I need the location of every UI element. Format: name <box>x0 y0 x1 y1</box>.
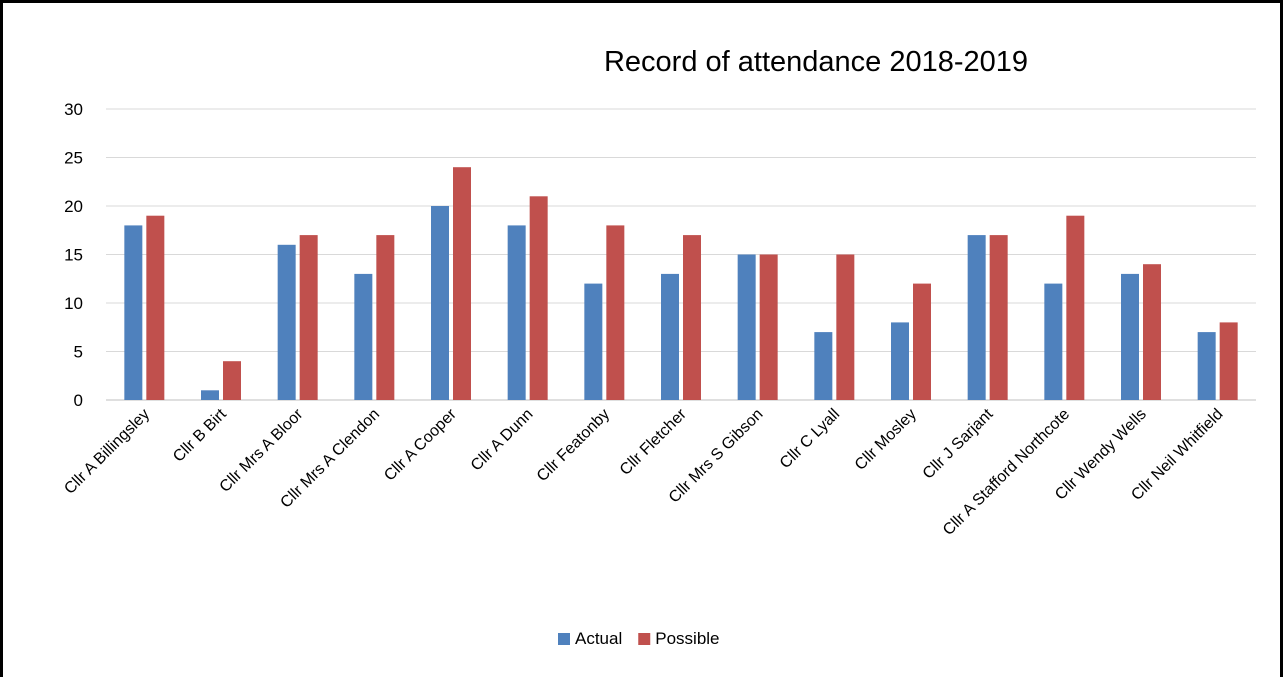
bar-possible-11 <box>989 235 1008 400</box>
bar-possible-13 <box>1143 264 1161 400</box>
x-category-label: Cllr B Birt <box>170 405 230 465</box>
x-category-label: Cllr C Lyall <box>777 406 843 472</box>
bar-possible-8 <box>759 254 778 400</box>
bar-actual-11 <box>967 235 986 400</box>
x-category-label: Cllr Mosley <box>852 406 920 474</box>
bar-actual-6 <box>584 283 603 400</box>
x-category-label: Cllr J Sarjant <box>920 405 997 482</box>
x-category-label: Cllr A Dunn <box>468 406 537 475</box>
x-category-label: Cllr Featonby <box>534 406 613 485</box>
y-axis-ticks: 0 5 10 15 20 25 30 <box>64 100 83 410</box>
bar-actual-13 <box>1121 273 1139 400</box>
bar-actual-14 <box>1197 332 1216 400</box>
x-category-label: Cllr A Billingsley <box>61 406 153 498</box>
bar-possible-1 <box>223 361 241 400</box>
bar-possible-4 <box>453 167 471 400</box>
bar-possible-14 <box>1219 322 1238 400</box>
bar-possible-3 <box>376 235 395 400</box>
bar-actual-3 <box>354 273 373 400</box>
y-tick-label: 15 <box>64 246 83 265</box>
y-tick-label: 20 <box>64 197 83 216</box>
y-tick-label: 10 <box>64 294 83 313</box>
bar-possible-10 <box>913 283 931 400</box>
bar-possible-5 <box>529 196 548 400</box>
bar-possible-7 <box>683 235 701 400</box>
bar-actual-5 <box>507 225 526 400</box>
bar-actual-10 <box>891 322 909 400</box>
x-category-label: Cllr Fletcher <box>617 405 690 478</box>
chart-title: Record of attendance 2018-2019 <box>604 46 1028 78</box>
y-tick-label: 25 <box>64 149 83 168</box>
bar-actual-0 <box>124 225 143 400</box>
legend-label-possible: Possible <box>655 629 719 648</box>
bar-possible-2 <box>299 235 318 400</box>
x-category-label: Cllr A Stafford Northcote <box>940 406 1073 539</box>
bar-possible-9 <box>836 254 855 400</box>
bar-actual-1 <box>201 390 219 400</box>
legend-label-actual: Actual <box>575 629 622 648</box>
y-tick-label: 5 <box>74 343 83 362</box>
y-tick-label: 30 <box>64 100 83 119</box>
bar-possible-12 <box>1066 215 1085 400</box>
y-tick-label: 0 <box>74 391 83 410</box>
bar-actual-2 <box>277 244 296 400</box>
bar-possible-6 <box>606 225 625 400</box>
x-category-label: Cllr A Cooper <box>381 405 460 484</box>
gridlines <box>106 108 1256 401</box>
bar-actual-7 <box>661 273 679 400</box>
legend: Actual Possible <box>558 629 720 648</box>
legend-swatch-actual <box>558 633 570 645</box>
bar-actual-4 <box>431 206 449 400</box>
bar-actual-9 <box>814 332 833 400</box>
bar-actual-12 <box>1044 283 1063 400</box>
bars <box>124 167 1238 400</box>
legend-swatch-possible <box>638 633 651 645</box>
bar-actual-8 <box>737 254 756 400</box>
bar-chart: Record of attendance 2018-2019 0 5 10 15 20 2… <box>61 46 1256 648</box>
bar-possible-0 <box>146 215 165 400</box>
